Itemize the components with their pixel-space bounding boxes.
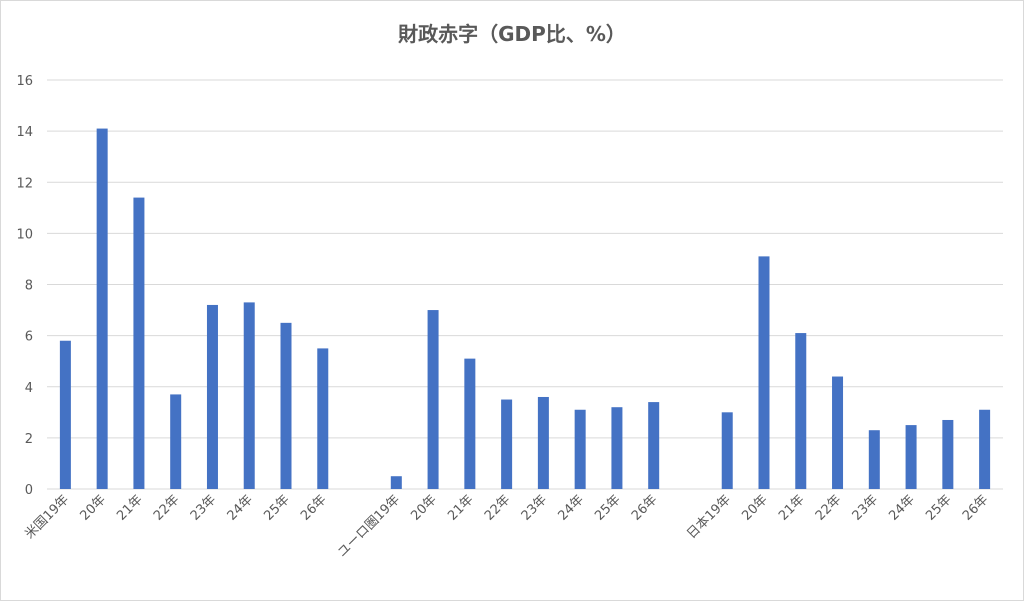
bar bbox=[648, 402, 660, 489]
x-tick-label: 日本19年 bbox=[684, 492, 734, 542]
x-tick-label: 21年 bbox=[114, 492, 145, 523]
bar bbox=[795, 333, 807, 489]
y-tick-label: 8 bbox=[25, 279, 33, 294]
y-tick-label: 2 bbox=[25, 432, 33, 447]
bar bbox=[868, 430, 880, 489]
chart-title: 財政赤字（GDP比、%） bbox=[398, 22, 626, 46]
bar bbox=[317, 348, 329, 489]
y-axis-ticks: 0 2 4 6 8 10 12 14 16 bbox=[16, 74, 33, 498]
x-tick-label: 23年 bbox=[188, 492, 219, 523]
x-tick-label: 24年 bbox=[225, 492, 256, 523]
x-tick-label: 22年 bbox=[151, 492, 182, 523]
y-tick-label: 14 bbox=[16, 125, 33, 140]
bar bbox=[942, 419, 954, 489]
bar bbox=[721, 412, 733, 489]
bar bbox=[96, 128, 108, 489]
bar bbox=[979, 409, 991, 489]
bar bbox=[464, 358, 476, 489]
x-tick-label: 25年 bbox=[261, 492, 292, 523]
x-tick-label: 26年 bbox=[629, 492, 660, 523]
x-tick-label: 20年 bbox=[77, 492, 108, 523]
x-tick-label: 23年 bbox=[519, 492, 550, 523]
bars bbox=[59, 128, 991, 489]
x-tick-label: 25年 bbox=[923, 492, 954, 523]
x-tick-label: 24年 bbox=[555, 492, 586, 523]
x-tick-label: ユーロ圏19年 bbox=[335, 492, 403, 560]
x-axis-ticks: 米国19年 20年 21年 22年 23年 24年 25年 26年 ユーロ圏19年 20年 21年 2… bbox=[22, 492, 991, 560]
x-tick-label: 26年 bbox=[960, 492, 991, 523]
y-tick-label: 6 bbox=[25, 330, 33, 345]
x-tick-label: 21年 bbox=[445, 492, 476, 523]
bar bbox=[59, 340, 71, 489]
bar bbox=[574, 409, 586, 489]
x-tick-label: 20年 bbox=[739, 492, 770, 523]
bar bbox=[280, 322, 292, 489]
y-tick-label: 0 bbox=[25, 483, 33, 498]
bar bbox=[427, 310, 439, 489]
y-tick-label: 10 bbox=[16, 227, 33, 242]
x-tick-label: 24年 bbox=[886, 492, 917, 523]
bar bbox=[501, 399, 513, 489]
x-tick-label: 25年 bbox=[592, 492, 623, 523]
x-tick-label: 26年 bbox=[298, 492, 329, 523]
bar bbox=[905, 425, 917, 489]
x-tick-label: 20年 bbox=[408, 492, 439, 523]
bar bbox=[170, 394, 182, 489]
bar bbox=[832, 376, 844, 489]
x-tick-label: 22年 bbox=[482, 492, 513, 523]
bar bbox=[390, 476, 402, 489]
x-tick-label: 21年 bbox=[776, 492, 807, 523]
bar bbox=[758, 256, 770, 489]
y-tick-label: 12 bbox=[16, 176, 33, 191]
gridlines bbox=[47, 79, 1003, 490]
bar bbox=[133, 197, 145, 489]
y-tick-label: 4 bbox=[25, 381, 33, 396]
x-tick-label: 22年 bbox=[813, 492, 844, 523]
bar bbox=[611, 407, 623, 489]
bar bbox=[206, 304, 218, 489]
x-tick-label: 米国19年 bbox=[22, 492, 72, 542]
y-tick-label: 16 bbox=[16, 74, 33, 89]
bar bbox=[243, 302, 255, 489]
bar bbox=[537, 396, 549, 489]
x-tick-label: 23年 bbox=[850, 492, 881, 523]
